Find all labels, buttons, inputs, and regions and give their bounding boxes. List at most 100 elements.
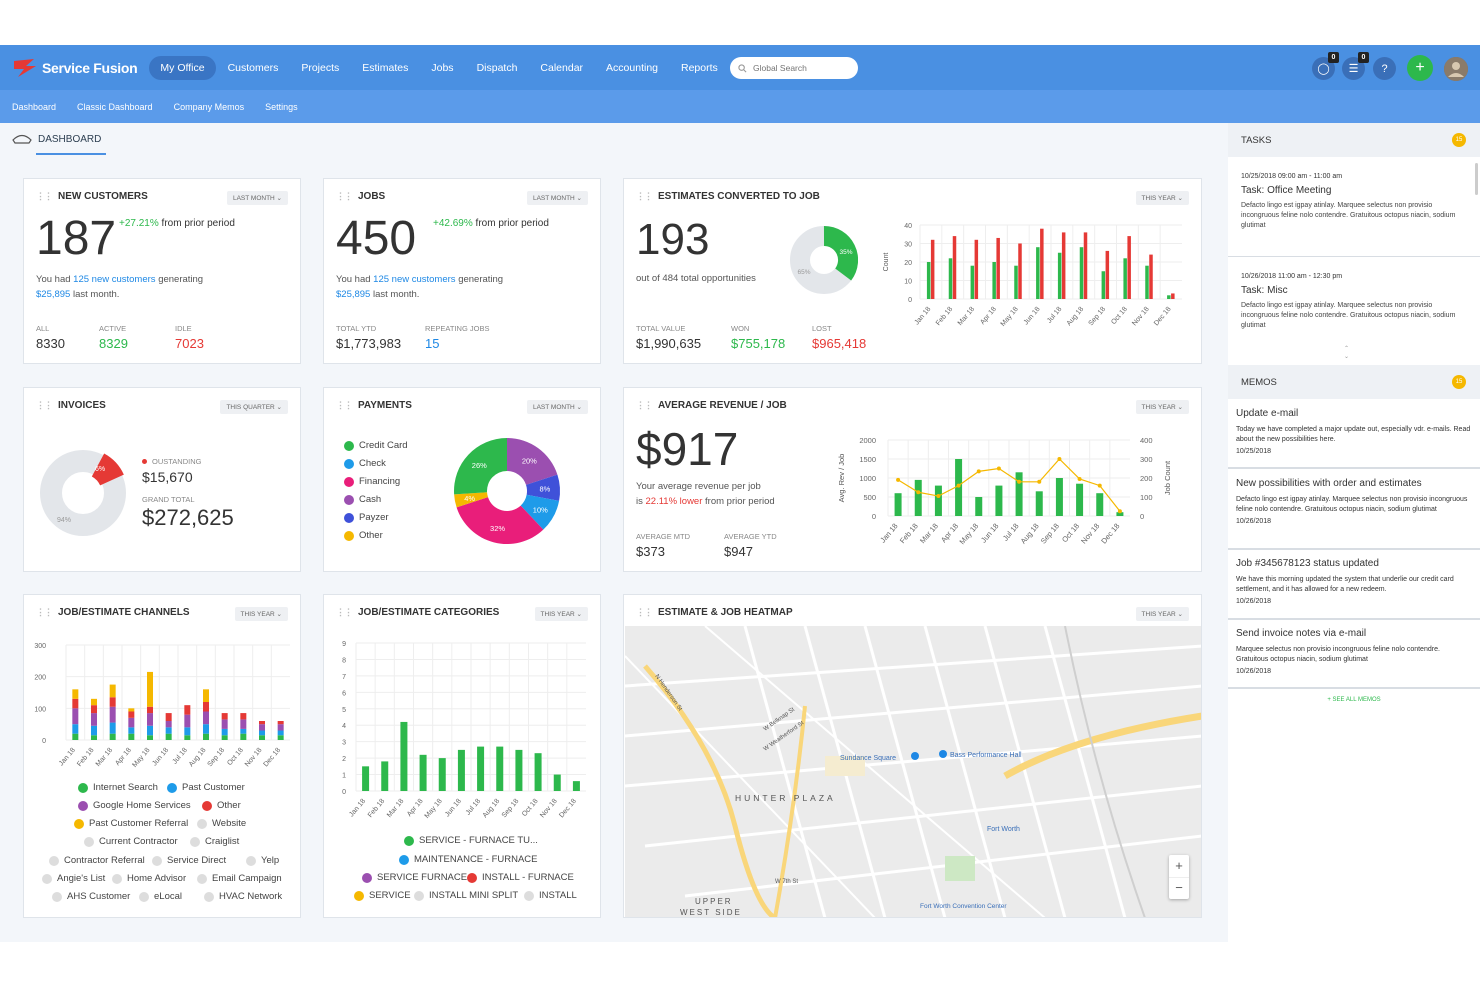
nav-item[interactable]: Accounting: [606, 61, 658, 74]
legend-item[interactable]: Home Advisor: [112, 873, 186, 884]
bar[interactable]: [952, 236, 957, 299]
map-pin-icon[interactable]: [911, 752, 919, 760]
help-button[interactable]: ?: [1373, 57, 1396, 80]
stacked-bar-segment[interactable]: [147, 735, 153, 740]
legend-item[interactable]: Financing: [344, 476, 400, 487]
legend-item[interactable]: Angie's List: [42, 873, 105, 884]
legend-item[interactable]: SERVICE: [354, 890, 411, 901]
bar[interactable]: [572, 781, 580, 791]
bar[interactable]: [914, 479, 922, 516]
bar[interactable]: [992, 262, 996, 299]
stacked-bar-segment[interactable]: [128, 717, 135, 728]
stacked-bar-segment[interactable]: [109, 684, 116, 698]
pie-slice[interactable]: [526, 474, 560, 501]
nav-item[interactable]: Projects: [301, 61, 340, 74]
stacked-bar-segment[interactable]: [184, 705, 191, 715]
line-point[interactable]: [916, 490, 921, 495]
stacked-bar-segment[interactable]: [128, 711, 135, 718]
period-select[interactable]: THIS YEAR ⌄: [1135, 607, 1189, 621]
line-point[interactable]: [996, 466, 1001, 471]
bar[interactable]: [1171, 293, 1175, 299]
stacked-bar-segment[interactable]: [147, 706, 153, 714]
stacked-bar-segment[interactable]: [221, 728, 228, 736]
period-select[interactable]: THIS YEAR ⌄: [534, 607, 588, 621]
legend-item[interactable]: Email Campaign: [197, 873, 282, 884]
search-input[interactable]: [753, 63, 853, 73]
subnav-item[interactable]: Company Memos: [173, 101, 245, 112]
breadcrumb-label[interactable]: DASHBOARD: [38, 133, 102, 145]
memo-item[interactable]: Update e-mail Today we have completed a …: [1236, 408, 1472, 455]
legend-item[interactable]: Internet Search: [78, 782, 158, 793]
zoom-out-button[interactable]: −: [1169, 877, 1189, 899]
bar[interactable]: [1145, 265, 1149, 299]
bar[interactable]: [534, 753, 542, 791]
period-select[interactable]: LAST MONTH ⌄: [226, 191, 288, 205]
stacked-bar-segment[interactable]: [165, 721, 172, 728]
legend-item[interactable]: AHS Customer: [52, 891, 130, 902]
nav-item[interactable]: Dispatch: [476, 61, 518, 74]
line-point[interactable]: [936, 494, 941, 499]
legend-item[interactable]: Website: [197, 818, 246, 829]
drag-handle-icon[interactable]: ⋮⋮: [636, 400, 653, 410]
legend-item[interactable]: INSTALL - FURNACE: [467, 872, 574, 883]
bar[interactable]: [1061, 232, 1066, 299]
stacked-bar-segment[interactable]: [147, 671, 153, 707]
legend-item[interactable]: SERVICE FURNACE: [362, 872, 467, 883]
legend-item[interactable]: Current Contractor: [84, 836, 178, 847]
stacked-bar-segment[interactable]: [203, 702, 209, 712]
stacked-bar-segment[interactable]: [221, 735, 228, 740]
map-pin-icon[interactable]: [939, 750, 947, 758]
stacked-bar-segment[interactable]: [277, 724, 284, 731]
legend-item[interactable]: eLocal: [139, 891, 182, 902]
line-point[interactable]: [1017, 479, 1022, 484]
bar[interactable]: [1014, 265, 1018, 299]
pie-slice[interactable]: [507, 438, 558, 485]
legend-item[interactable]: Contractor Referral: [49, 855, 145, 866]
stacked-bar-segment[interactable]: [184, 735, 191, 740]
memo-item[interactable]: Send invoice notes via e-mail Marquee se…: [1236, 628, 1472, 675]
bar[interactable]: [515, 749, 523, 791]
stacked-bar-segment[interactable]: [203, 724, 209, 734]
bar[interactable]: [894, 493, 902, 516]
bar[interactable]: [400, 721, 408, 791]
stacked-bar-segment[interactable]: [277, 721, 284, 725]
legend-item[interactable]: Cash: [344, 494, 381, 505]
stacked-bar-segment[interactable]: [221, 713, 228, 720]
legend-item[interactable]: HVAC Network: [204, 891, 282, 902]
stacked-bar-segment[interactable]: [72, 698, 79, 709]
stacked-bar-segment[interactable]: [165, 713, 172, 721]
bar[interactable]: [930, 239, 935, 299]
drag-handle-icon[interactable]: ⋮⋮: [336, 191, 353, 201]
bar[interactable]: [1057, 252, 1062, 299]
notifications-button[interactable]: ☰ 0: [1342, 52, 1369, 80]
bar[interactable]: [1149, 254, 1153, 299]
period-select[interactable]: LAST MONTH ⌄: [526, 191, 588, 205]
stacked-bar-segment[interactable]: [147, 713, 153, 726]
pie-slice[interactable]: [454, 438, 507, 495]
stacked-bar-segment[interactable]: [165, 733, 172, 740]
bar[interactable]: [457, 749, 465, 791]
bar[interactable]: [477, 746, 485, 791]
stacked-bar-segment[interactable]: [277, 730, 284, 736]
bar[interactable]: [1127, 236, 1131, 299]
bar[interactable]: [553, 774, 561, 791]
stacked-bar-segment[interactable]: [240, 728, 247, 734]
legend-item[interactable]: Yelp: [246, 855, 279, 866]
stacked-bar-segment[interactable]: [91, 725, 97, 736]
period-select[interactable]: THIS YEAR ⌄: [234, 607, 288, 621]
bar[interactable]: [1015, 472, 1023, 516]
stacked-bar-segment[interactable]: [203, 733, 209, 740]
stacked-bar-segment[interactable]: [109, 697, 116, 707]
drag-handle-icon[interactable]: ⋮⋮: [336, 400, 353, 410]
legend-item[interactable]: Credit Card: [344, 440, 408, 451]
stacked-bar-segment[interactable]: [91, 713, 97, 726]
bar[interactable]: [1079, 247, 1084, 299]
bar[interactable]: [1105, 250, 1110, 299]
stacked-bar-segment[interactable]: [147, 725, 153, 736]
legend-item[interactable]: MAINTENANCE - FURNACE: [399, 854, 538, 865]
bar[interactable]: [1083, 232, 1088, 299]
legend-item[interactable]: Past Customer Referral: [74, 818, 188, 829]
line-point[interactable]: [896, 477, 901, 482]
bar[interactable]: [419, 754, 427, 791]
period-select[interactable]: THIS QUARTER ⌄: [220, 400, 288, 414]
